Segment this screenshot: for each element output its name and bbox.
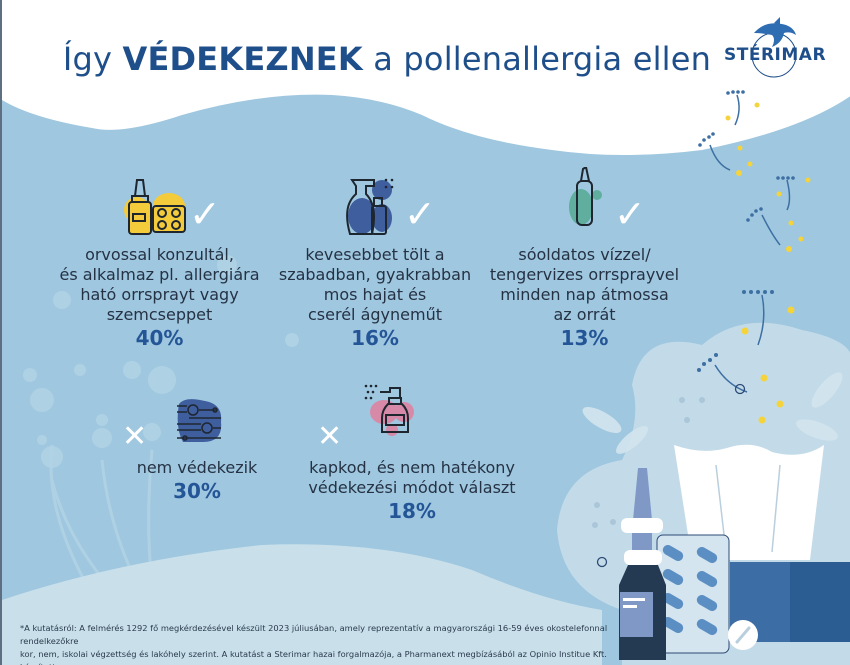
survey-item-no-protection: nem védekezik 30% xyxy=(122,458,272,501)
check-mark-icon: ✓ xyxy=(189,192,221,236)
item-text: kapkod, és nem hatékony védekezési módot… xyxy=(308,458,516,497)
title-suffix: a pollenallergia ellen xyxy=(362,40,712,78)
dolphin-icon xyxy=(751,17,797,78)
survey-item-ineffective: kapkod, és nem hatékony védekezési módot… xyxy=(292,458,532,521)
item-text: sóoldatos vízzel/ tengervizes orrsprayve… xyxy=(489,245,680,324)
title-bold: VÉDEKEZNEK xyxy=(122,40,363,78)
survey-item-consult-doctor: orvossal konzultál, és alkalmaz pl. alle… xyxy=(37,245,282,348)
spray-bottle-icon xyxy=(362,382,417,437)
cross-mark-icon: ✕ xyxy=(122,419,148,454)
research-footnote: *A kutatásról: A felmérés 1292 fő megkér… xyxy=(20,623,608,665)
cleaning-spray-bottles-icon xyxy=(342,176,397,236)
title-prefix: Így xyxy=(62,40,123,78)
sterimar-logo: STÉRIMAR xyxy=(724,15,827,85)
nasal-spray-and-pills-icon xyxy=(117,178,202,236)
survey-item-saline-rinse: sóoldatos vízzel/ tengervizes orrsprayve… xyxy=(477,245,692,348)
cross-mark-icon: ✕ xyxy=(317,419,343,454)
check-mark-icon: ✓ xyxy=(614,192,646,236)
item-text: kevesebbet tölt a szabadban, gyakrabban … xyxy=(278,245,472,324)
check-mark-icon: ✓ xyxy=(404,192,436,236)
item-text: nem védekezik xyxy=(136,458,258,477)
item-percent: 18% xyxy=(388,499,436,523)
item-percent: 40% xyxy=(135,326,184,350)
saline-nasal-spray-icon xyxy=(567,165,607,229)
virus-pollen-icon xyxy=(175,398,225,446)
item-text: orvossal konzultál, és alkalmaz pl. alle… xyxy=(59,245,260,324)
brand-name: STÉRIMAR xyxy=(724,45,827,65)
survey-item-stay-indoors: kevesebbet tölt a szabadban, gyakrabban … xyxy=(270,245,480,348)
item-percent: 16% xyxy=(351,326,399,350)
page-title: Így VÉDEKEZNEK a pollenallergia ellen xyxy=(2,40,850,78)
item-percent: 30% xyxy=(173,479,221,503)
item-percent: 13% xyxy=(560,326,609,350)
